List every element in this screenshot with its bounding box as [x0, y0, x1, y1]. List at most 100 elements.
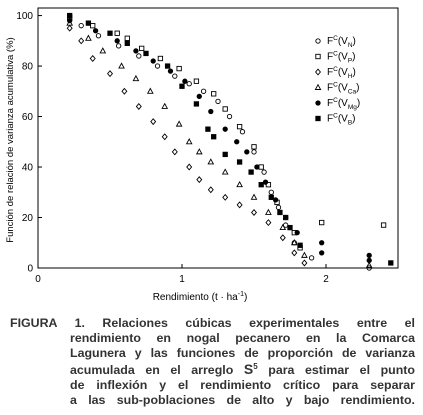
point	[366, 257, 372, 264]
legend-label-part: F	[327, 98, 333, 109]
legend-label-part: C	[333, 51, 338, 58]
point	[251, 149, 257, 155]
point	[205, 126, 211, 132]
point	[366, 252, 372, 259]
point	[388, 260, 394, 266]
point	[279, 223, 287, 231]
x-label-close: )	[244, 292, 247, 303]
point	[171, 148, 178, 156]
point	[294, 230, 300, 236]
legend-label-part: (V	[338, 98, 348, 109]
legend-label-part: Mg	[348, 104, 357, 111]
point	[66, 24, 73, 32]
legend-label-part: F	[327, 36, 333, 47]
legend-marker	[315, 115, 321, 122]
point	[161, 102, 169, 109]
point	[179, 83, 185, 89]
point	[244, 149, 250, 155]
point	[90, 23, 96, 29]
legend-label-part: C	[333, 66, 338, 73]
point	[290, 239, 298, 246]
point	[222, 126, 228, 132]
point	[196, 176, 203, 184]
point	[301, 259, 308, 267]
y-tick-label: 0	[27, 264, 33, 275]
point	[115, 43, 122, 49]
point	[275, 204, 282, 211]
caption-part: S	[243, 360, 254, 377]
legend-label: FC(VN)	[327, 35, 356, 49]
point	[208, 108, 214, 115]
point	[118, 62, 125, 69]
point	[215, 98, 221, 105]
legend-label-part: )	[352, 114, 355, 125]
legend-label-part: (V	[338, 114, 348, 125]
point	[146, 87, 154, 94]
point	[222, 193, 229, 201]
legend-label-part: F	[327, 83, 333, 94]
legend-label-part: )	[356, 83, 359, 94]
point	[226, 113, 233, 120]
x-tick-label: 0	[35, 274, 41, 285]
legend-label-part: C	[333, 113, 338, 120]
point	[193, 78, 200, 84]
point	[297, 242, 303, 248]
legend-label-part: )	[353, 67, 356, 78]
caption-line: a las sub-poblaciones de alto y bajo ren…	[70, 393, 415, 408]
legend-label-part: B	[348, 120, 352, 127]
point	[114, 30, 120, 36]
point	[319, 219, 325, 226]
point	[222, 151, 228, 158]
point	[262, 179, 269, 185]
point	[107, 70, 113, 78]
legend-label-part: (V	[338, 52, 348, 63]
point	[143, 50, 149, 57]
point	[207, 186, 214, 194]
x-tick-label: 2	[323, 274, 329, 285]
point	[78, 37, 85, 45]
point	[283, 214, 289, 221]
legend-label: FC(VCa)	[327, 82, 359, 96]
caption-line: de inflexión y el rendimiento crítico pa…	[70, 377, 415, 392]
point	[67, 17, 73, 24]
point	[308, 255, 315, 261]
legend-label: FC(VB)	[327, 113, 356, 127]
y-axis-label: Función de relación de varianza acumulat…	[5, 37, 16, 242]
point	[193, 101, 200, 107]
point	[157, 55, 164, 62]
legend-label-part: H	[348, 73, 353, 80]
point	[248, 169, 254, 175]
legend-label-part: )	[357, 98, 360, 109]
point	[258, 182, 264, 188]
point	[265, 219, 272, 227]
point	[186, 163, 193, 171]
point	[239, 129, 246, 135]
x-tick-label: 1	[179, 274, 185, 285]
legend-label-part: F	[327, 52, 333, 63]
point	[172, 73, 178, 79]
legend-label-part: C	[333, 97, 338, 104]
point	[301, 251, 308, 258]
legend-marker	[314, 83, 322, 90]
point	[85, 20, 92, 26]
point	[234, 139, 240, 145]
point	[124, 35, 130, 41]
point	[154, 63, 161, 69]
point	[139, 45, 145, 52]
point	[211, 134, 217, 140]
point	[150, 58, 156, 64]
caption-part: 5	[253, 361, 258, 371]
point	[222, 106, 228, 112]
point	[175, 120, 183, 127]
legend-label-part: (V	[338, 83, 348, 94]
caption: FIGURA 1. Relaciones cúbicas experimenta…	[10, 316, 415, 408]
legend-label-part: (V	[338, 36, 348, 47]
point	[380, 222, 387, 228]
legend-label: FC(VMg)	[327, 97, 360, 111]
point	[250, 193, 258, 200]
point	[258, 164, 264, 170]
point	[196, 93, 202, 99]
y-tick-label: 80	[22, 62, 34, 73]
legend-marker	[315, 38, 321, 44]
x-label-text: Rendimiento (t · ha	[153, 292, 238, 303]
